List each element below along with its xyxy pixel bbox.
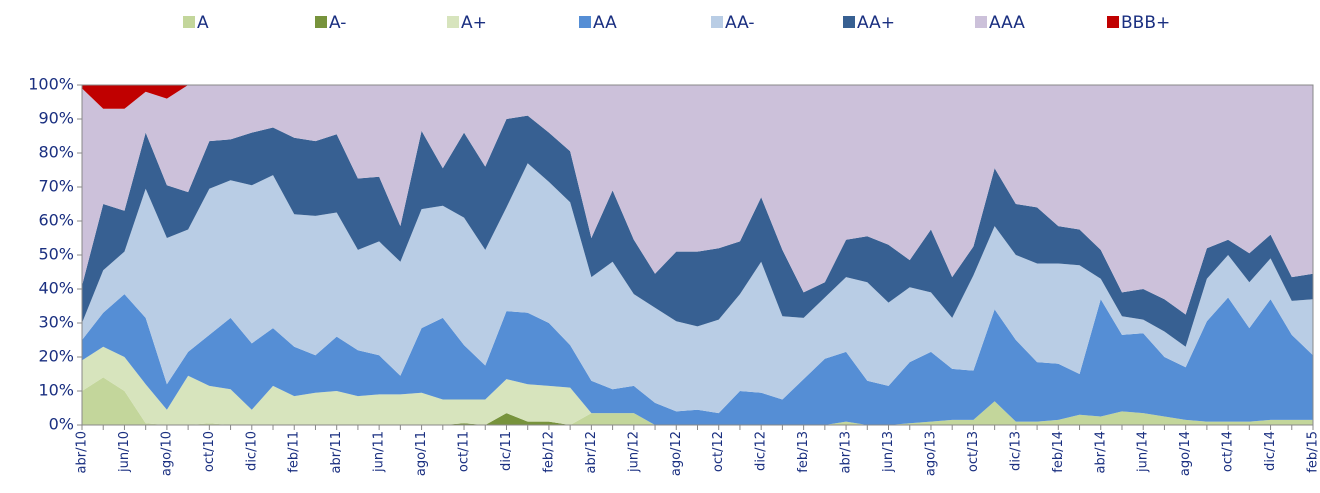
x-tick-label: ago/11: [414, 431, 429, 476]
x-tick-label: abr/14: [1093, 431, 1108, 474]
legend-label: AA+: [857, 13, 895, 33]
x-tick-label: feb/12: [541, 431, 556, 473]
y-tick-label: 20%: [38, 347, 74, 366]
legend-label: AA-: [725, 13, 755, 33]
x-tick-label: oct/14: [1221, 431, 1236, 472]
x-tick-label: ago/14: [1178, 431, 1193, 476]
x-tick-label: abr/13: [839, 431, 854, 474]
x-tick-label: dic/12: [754, 431, 769, 471]
x-tick-label: dic/13: [1008, 431, 1023, 471]
legend-swatch: [843, 16, 855, 28]
legend-label: A: [197, 13, 209, 33]
x-tick-label: dic/10: [244, 431, 259, 471]
x-tick-label: oct/13: [966, 431, 981, 472]
x-tick-label: ago/12: [669, 431, 684, 476]
y-tick-label: 70%: [38, 177, 74, 196]
legend-swatch: [711, 16, 723, 28]
y-tick-label: 60%: [38, 211, 74, 230]
x-tick-label: ago/13: [923, 431, 938, 476]
y-tick-label: 30%: [38, 313, 74, 332]
legend-swatch: [1107, 16, 1119, 28]
x-tick-label: jun/10: [117, 431, 132, 473]
x-tick-label: oct/10: [202, 431, 217, 472]
y-tick-label: 10%: [38, 381, 74, 400]
legend-label: AAA: [989, 13, 1025, 33]
y-tick-label: 90%: [38, 109, 74, 128]
x-tick-label: oct/11: [457, 431, 472, 472]
y-tick-label: 40%: [38, 279, 74, 298]
legend-swatch: [975, 16, 987, 28]
x-tick-label: ago/10: [159, 431, 174, 476]
legend-label: AA: [593, 13, 617, 33]
x-tick-label: dic/14: [1263, 431, 1278, 471]
x-tick-label: jun/13: [881, 431, 896, 473]
x-tick-label: jun/14: [1136, 431, 1151, 473]
x-tick-label: feb/13: [796, 431, 811, 473]
legend-swatch: [315, 16, 327, 28]
legend-swatch: [579, 16, 591, 28]
x-tick-label: feb/11: [287, 431, 302, 473]
legend-label: A+: [461, 13, 487, 33]
x-tick-label: jun/11: [372, 431, 387, 473]
y-tick-label: 0%: [49, 415, 74, 434]
legend-swatch: [183, 16, 195, 28]
y-tick-label: 80%: [38, 143, 74, 162]
x-tick-label: feb/14: [1051, 431, 1066, 473]
x-tick-label: abr/12: [584, 431, 599, 474]
x-tick-label: jun/12: [626, 431, 641, 473]
x-tick-label: dic/11: [499, 431, 514, 471]
legend-label: A-: [329, 13, 346, 33]
x-tick-label: feb/15: [1306, 431, 1320, 473]
y-tick-label: 100%: [28, 75, 74, 94]
x-tick-label: abr/10: [75, 431, 90, 474]
legend-swatch: [447, 16, 459, 28]
y-tick-label: 50%: [38, 245, 74, 264]
legend-label: BBB+: [1121, 13, 1170, 33]
x-tick-label: abr/11: [329, 431, 344, 474]
x-tick-label: oct/12: [711, 431, 726, 472]
